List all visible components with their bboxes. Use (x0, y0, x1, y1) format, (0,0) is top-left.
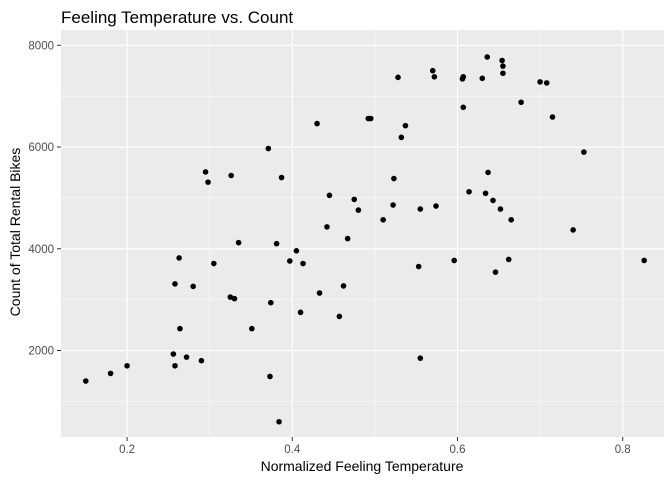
data-point (417, 206, 424, 212)
chart-title: Feeling Temperature vs. Count (61, 8, 293, 27)
y-tick-label: 2000 (28, 346, 54, 358)
data-point (505, 256, 512, 263)
data-point (170, 351, 177, 357)
data-point (172, 281, 178, 287)
data-point (417, 355, 424, 361)
data-point (340, 283, 347, 289)
data-point (549, 114, 556, 120)
y-axis: 2000 4000 6000 8000 (28, 40, 61, 358)
data-point (482, 190, 489, 197)
data-point (402, 122, 409, 129)
data-point (314, 120, 320, 127)
data-point (537, 79, 543, 85)
data-point (82, 378, 89, 384)
y-tick-label: 6000 (28, 142, 54, 154)
plot-panel (61, 30, 664, 437)
data-point (479, 75, 486, 82)
y-axis-title: Count of Total Rental Bikes (7, 148, 23, 317)
data-point (202, 169, 209, 175)
data-point (205, 179, 211, 185)
data-point (249, 325, 255, 332)
data-points (82, 54, 647, 425)
data-point (265, 145, 272, 152)
x-tick-label: 0.6 (449, 444, 465, 456)
data-point (107, 370, 114, 377)
data-point (267, 373, 273, 380)
data-point (499, 57, 505, 64)
data-point (176, 255, 182, 261)
y-tick-label: 4000 (28, 244, 54, 256)
data-point (211, 260, 217, 267)
data-point (518, 99, 524, 106)
data-point (398, 134, 405, 141)
data-point (641, 257, 647, 264)
data-point (231, 295, 238, 302)
x-tick-label: 0.4 (284, 444, 301, 456)
data-point (415, 263, 422, 270)
data-point (297, 309, 304, 316)
data-point (300, 260, 306, 267)
data-point (324, 224, 330, 230)
data-point (198, 357, 205, 364)
x-axis: 0.2 0.4 0.6 0.8 (119, 437, 631, 456)
x-tick-label: 0.8 (615, 444, 631, 456)
data-point (326, 192, 333, 199)
data-point (543, 80, 550, 86)
data-point (276, 418, 282, 425)
data-point (390, 202, 396, 208)
data-point (431, 74, 438, 80)
data-point (183, 354, 190, 360)
data-point (172, 362, 178, 369)
data-point (500, 63, 506, 69)
data-point (380, 216, 386, 223)
data-point (460, 74, 467, 80)
data-point (177, 325, 183, 332)
data-point (278, 174, 285, 181)
x-tick-label: 0.2 (119, 444, 135, 456)
data-point (492, 269, 499, 275)
data-point (228, 172, 234, 179)
data-point (500, 70, 506, 77)
data-point (235, 239, 242, 246)
x-axis-title: Normalized Feeling Temperature (261, 458, 464, 474)
data-point (336, 313, 343, 320)
data-point (124, 362, 130, 369)
data-point (287, 258, 293, 264)
data-point (451, 257, 457, 264)
data-point (460, 104, 467, 111)
data-point (273, 240, 280, 247)
data-point (490, 197, 496, 204)
data-point (484, 54, 491, 60)
data-point (351, 196, 358, 203)
grid-lines (61, 30, 664, 437)
data-point (293, 247, 300, 254)
y-tick-label: 8000 (28, 40, 54, 52)
data-point (497, 206, 504, 212)
data-point (570, 227, 576, 233)
data-point (433, 203, 439, 209)
data-point (581, 149, 587, 155)
data-point (344, 235, 351, 242)
data-point (466, 188, 472, 195)
data-point (190, 283, 196, 290)
data-point (429, 67, 436, 74)
data-point (268, 299, 274, 306)
data-point (395, 74, 401, 81)
data-point (485, 169, 491, 176)
data-point (508, 216, 514, 223)
data-point (391, 175, 397, 182)
data-point (355, 207, 362, 213)
data-point (316, 290, 323, 296)
data-point (367, 115, 374, 122)
